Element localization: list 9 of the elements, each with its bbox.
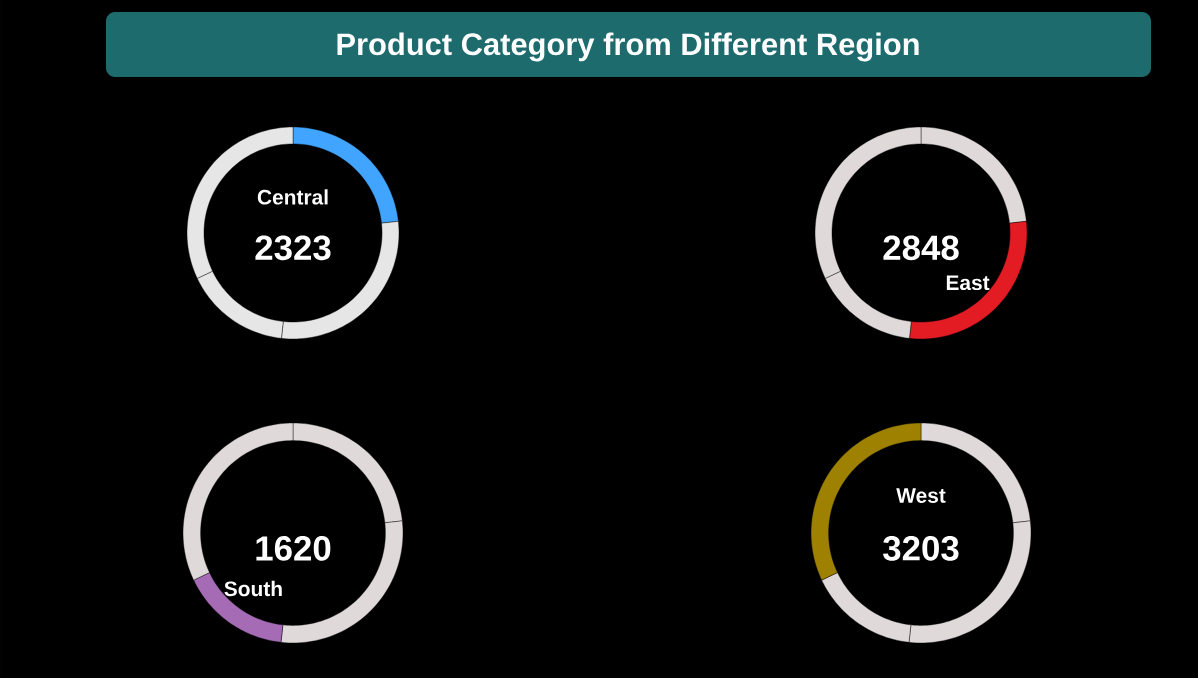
- data-label: 2323: [255, 235, 331, 261]
- slice-label: East: [946, 275, 990, 291]
- slice-label: Central: [257, 189, 328, 205]
- data-label: 1620: [256, 536, 331, 561]
- slice-label: West: [896, 488, 946, 503]
- data-label: 2848: [883, 235, 959, 261]
- slice-label: South: [224, 580, 282, 597]
- text: Product Category from Different Region: [337, 32, 919, 62]
- data-label: 3203: [883, 536, 959, 561]
